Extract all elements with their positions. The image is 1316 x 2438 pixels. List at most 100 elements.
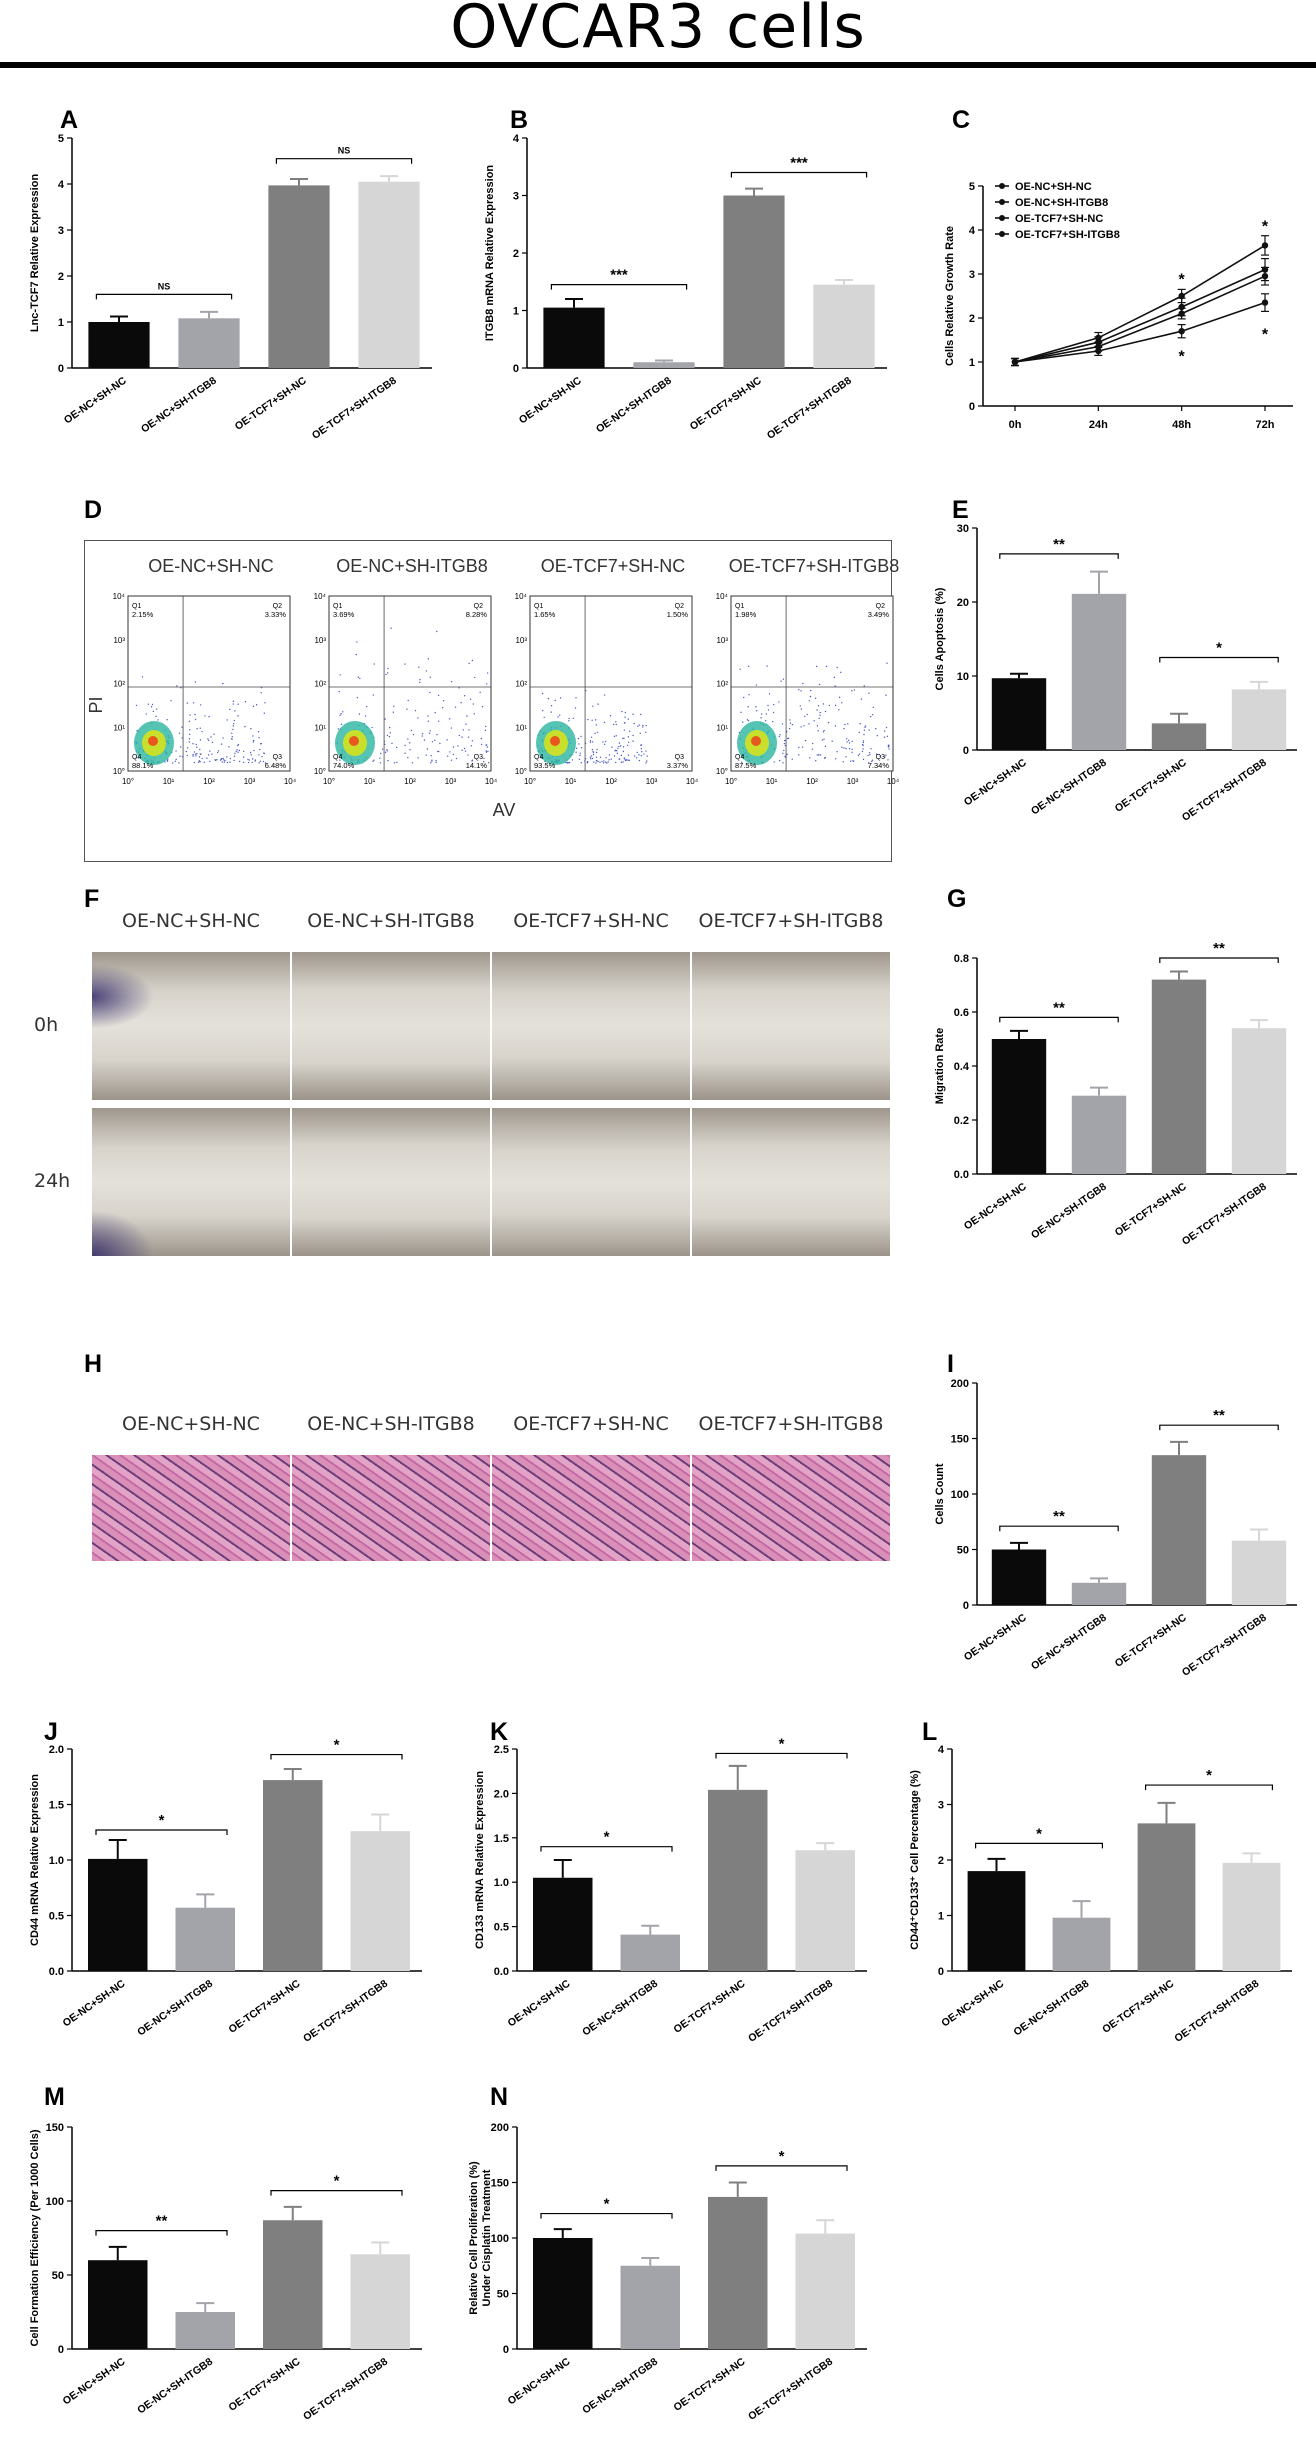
scratch-wound-photo	[692, 952, 890, 1100]
bar	[991, 1039, 1047, 1174]
x-tick-label: OE-TCF7+SH-ITGB8	[310, 375, 399, 442]
y-axis-label: CD44 mRNA Relative Expression	[29, 1774, 41, 1946]
x-tick-label: OE-NC+SH-NC	[506, 2355, 573, 2407]
y-tick-label: 10°	[314, 767, 326, 776]
y-tick-label: 0	[969, 401, 975, 413]
panel-label-l: L	[922, 1718, 938, 1746]
y-tick-label: 10³	[314, 636, 326, 645]
y-tick-label: 1.0	[494, 1877, 509, 1889]
x-tick-label: 10¹	[364, 777, 376, 786]
y-tick-label: 1	[938, 1911, 944, 1923]
bar	[1071, 1095, 1127, 1174]
quadrant-q1-value: 1.65%	[534, 610, 556, 619]
bar	[358, 181, 420, 368]
legend-entry: OE-TCF7+SH-ITGB8	[1015, 229, 1120, 241]
x-tick-label: OE-NC+SH-NC	[962, 756, 1029, 808]
chart-l: 0 1 2 3 4 CD44⁺CD133⁺ Cell Percentage (%) OE-N…	[909, 1744, 1292, 2045]
data-point	[1178, 310, 1185, 317]
y-axis-label: Migration Rate	[934, 1028, 946, 1104]
chart-j: 0.0 0.5 1.0 1.5 2.0 CD44 mRNA Relative Expres…	[29, 1737, 422, 2045]
y-tick-label: 100	[491, 2233, 509, 2245]
quadrant-q2-value: 8.28%	[466, 610, 488, 619]
legend-entry: OE-NC+SH-ITGB8	[1015, 197, 1108, 209]
y-tick-label: 0	[963, 1600, 969, 1612]
image-group-label: OE-TCF7+SH-NC	[513, 1413, 669, 1435]
quadrant-q4-value: 87.5%	[735, 761, 757, 770]
y-tick-label: 10°	[716, 767, 728, 776]
y-tick-label: 150	[46, 2122, 64, 2134]
bar	[1137, 1823, 1196, 1971]
data-point	[1261, 299, 1269, 306]
y-tick-label: 10¹	[113, 723, 125, 732]
panel-label-d: D	[84, 496, 103, 524]
quadrant-name: Q1	[534, 603, 543, 610]
scratch-wound-photo	[492, 1108, 690, 1256]
quadrant-name: Q3	[675, 754, 684, 761]
y-tick-label: 0.4	[954, 1061, 970, 1073]
quadrant-q2-value: 3.33%	[265, 610, 287, 619]
x-tick-label: OE-NC+SH-ITGB8	[1029, 1612, 1109, 1673]
y-tick-label: 200	[491, 2122, 509, 2134]
quadrant-q4-value: 74.0%	[333, 761, 355, 770]
y-tick-label: 0	[513, 363, 519, 375]
scratch-wound-photo	[92, 1108, 290, 1256]
bar	[991, 1549, 1047, 1605]
image-group-label: OE-NC+SH-ITGB8	[307, 1413, 475, 1435]
bar	[813, 284, 875, 368]
x-tick-label: OE-NC+SH-ITGB8	[580, 2356, 660, 2417]
data-point	[1261, 242, 1269, 249]
y-tick-label: 10²	[515, 680, 527, 689]
panel-label-f: F	[84, 885, 100, 913]
y-tick-label: 0.2	[954, 1115, 969, 1127]
image-group-label: OE-NC+SH-NC	[122, 910, 260, 932]
bar	[1231, 689, 1287, 750]
y-tick-label: 10³	[113, 636, 125, 645]
y-tick-label: 4	[58, 179, 65, 191]
panel-label-h: H	[84, 1350, 103, 1378]
y-tick-label: 0	[938, 1966, 944, 1978]
flow-y-label: PI	[86, 696, 106, 713]
panel-label-b: B	[510, 106, 529, 134]
y-tick-label: 1	[513, 306, 519, 318]
flow-x-label: AV	[493, 800, 516, 820]
significance-bracket	[270, 1753, 403, 1760]
x-tick-label: 10¹	[163, 777, 175, 786]
y-tick-label: 10¹	[716, 723, 728, 732]
y-tick-label: 50	[957, 1545, 969, 1557]
bar	[1052, 1917, 1111, 1971]
y-tick-label: 2.5	[494, 1744, 509, 1756]
quadrant-q4-value: 93.5%	[534, 761, 556, 770]
x-tick-label: OE-NC+SH-ITGB8	[1029, 1181, 1109, 1242]
y-tick-label: 2.0	[49, 1744, 64, 1756]
y-tick-label: 10⁴	[716, 592, 729, 601]
bar	[1071, 1582, 1127, 1605]
x-tick-label: OE-NC+SH-ITGB8	[139, 375, 219, 436]
significance-label: *	[334, 2173, 340, 2190]
significance-label: *	[604, 1829, 610, 1846]
bar	[1222, 1862, 1281, 1971]
significance-label: **	[1053, 536, 1065, 553]
significance-bracket	[999, 553, 1119, 559]
significance-bracket	[275, 158, 413, 164]
x-tick-label: 10¹	[766, 777, 778, 786]
bar	[88, 1858, 148, 1971]
chart-a: 0 1 2 3 4 5 Lnc-TCF7 Relative Expression OE-NC+…	[29, 133, 432, 442]
x-tick-label: 10°	[524, 777, 536, 786]
x-tick-label: OE-TCF7+SH-NC	[672, 1977, 748, 2035]
title-rule	[0, 62, 1316, 68]
significance-bracket	[1159, 957, 1279, 963]
quadrant-name: Q1	[132, 603, 141, 610]
x-tick-label: OE-NC+SH-ITGB8	[135, 1978, 215, 2039]
quadrant-name: Q4	[534, 754, 543, 761]
x-tick-label: OE-TCF7+SH-ITGB8	[1180, 757, 1269, 824]
panel-label-m: M	[44, 2083, 65, 2111]
significance-bracket	[1159, 656, 1279, 663]
y-tick-label: 200	[951, 1378, 969, 1390]
y-tick-label: 4	[969, 225, 976, 237]
legend-marker	[999, 231, 1005, 237]
bar	[263, 2220, 323, 2349]
significance-bracket	[975, 1842, 1103, 1849]
significance-bracket	[1159, 1424, 1279, 1431]
density-max	[349, 736, 359, 746]
